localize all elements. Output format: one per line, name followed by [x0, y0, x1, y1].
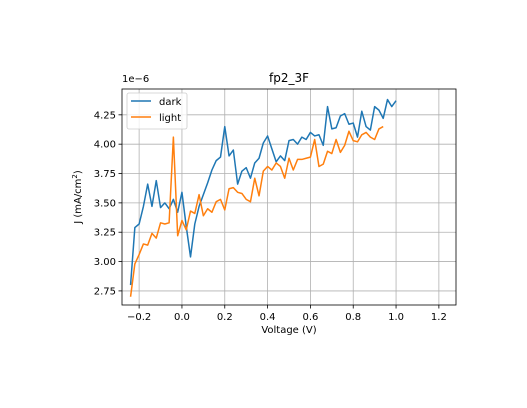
x-tick-label: 0.6 [302, 312, 318, 323]
y-tick-label: 3.75 [94, 169, 116, 180]
x-tick-label: 0.8 [345, 312, 361, 323]
x-tick-label: 1.2 [431, 312, 447, 323]
series-layer [129, 98, 397, 297]
legend-box [126, 92, 188, 130]
x-tick-label: −0.2 [127, 312, 151, 323]
y-tick-label: 2.75 [94, 286, 116, 297]
y-axis-label: J (mA/cm2) [71, 170, 84, 225]
x-tick-label: 0.0 [174, 312, 190, 323]
legend: dark light [126, 92, 188, 130]
y-tick-label: 4.25 [94, 110, 116, 121]
y-axis-label-tail: ) [73, 170, 84, 174]
chart-title: fp2_3F [269, 71, 309, 85]
x-axis-label: Voltage (V) [261, 325, 316, 336]
y-tick-label: 3.00 [94, 257, 116, 268]
y-tick-label: 3.50 [94, 198, 116, 209]
legend-label-light: light [159, 113, 181, 124]
x-tick-label: 1.0 [388, 312, 404, 323]
series-line-dark [129, 98, 397, 286]
series-line-light [129, 125, 384, 297]
y-tick-label: 4.00 [94, 140, 116, 151]
x-tick-label: 0.2 [217, 312, 233, 323]
ticks: −0.2 0.0 0.2 0.4 0.6 0.8 1.0 1.2 2.75 3.00 3.25 3.5… [94, 110, 447, 323]
y-axis-label-main: J (mA/cm [73, 179, 84, 225]
legend-label-dark: dark [159, 97, 182, 108]
y-offset-text: 1e−6 [122, 74, 149, 85]
plot-frame [121, 88, 457, 306]
x-tick-label: 0.4 [260, 312, 276, 323]
y-axis-label-superscript: 2 [71, 174, 79, 178]
y-tick-label: 3.25 [94, 228, 116, 239]
